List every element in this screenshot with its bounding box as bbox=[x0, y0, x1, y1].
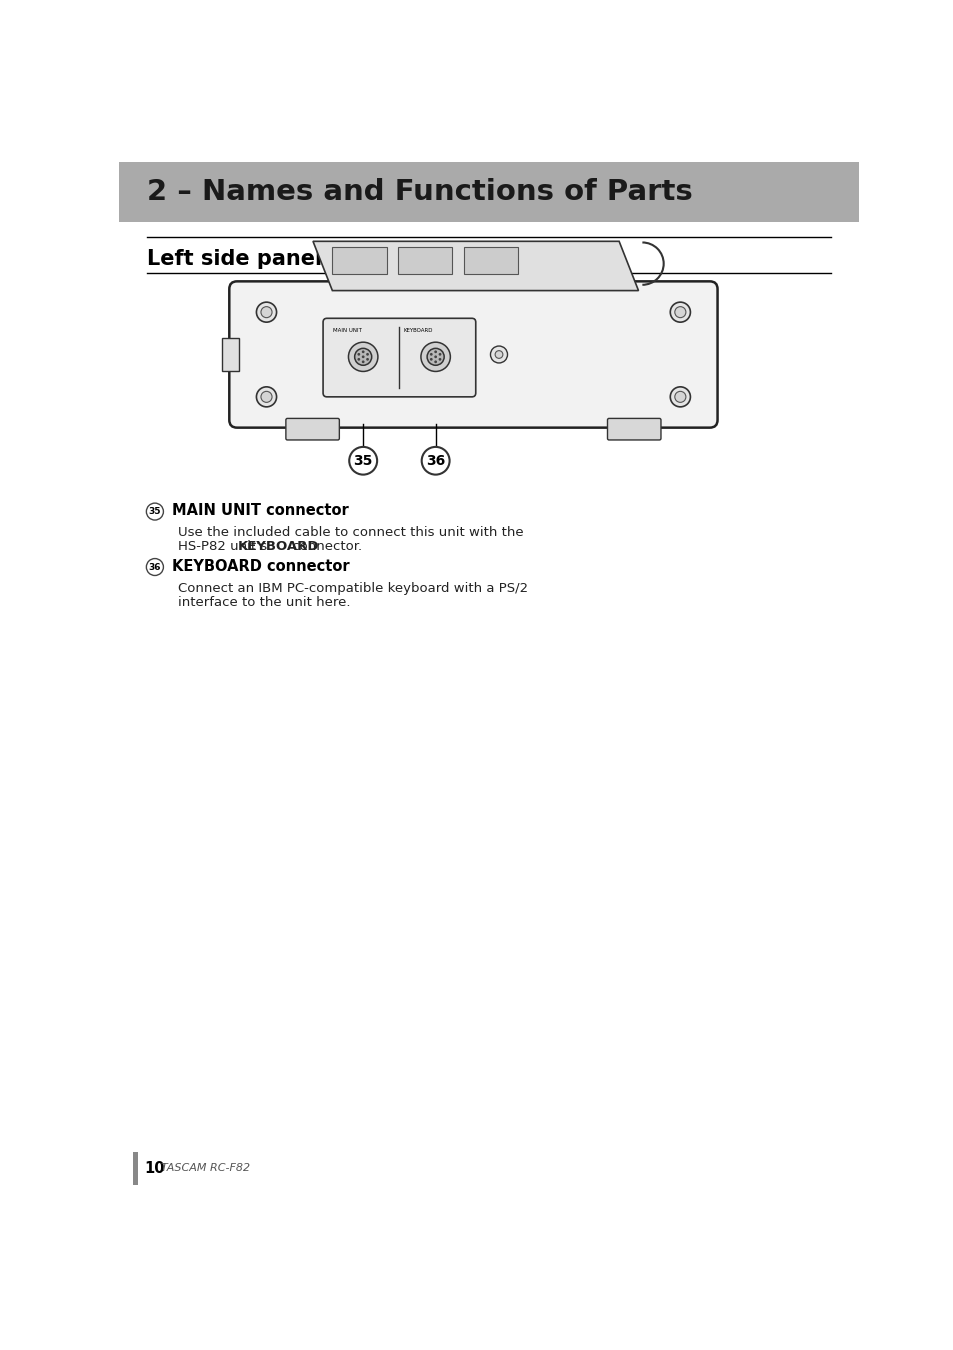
Text: 35: 35 bbox=[149, 508, 161, 516]
Circle shape bbox=[361, 360, 364, 363]
Text: KEYBOARD: KEYBOARD bbox=[403, 328, 433, 333]
Circle shape bbox=[256, 302, 276, 323]
Circle shape bbox=[674, 392, 685, 402]
Text: 36: 36 bbox=[426, 454, 445, 467]
Bar bbox=[119, 162, 858, 221]
FancyBboxPatch shape bbox=[323, 319, 476, 397]
Circle shape bbox=[430, 358, 433, 360]
Text: connector.: connector. bbox=[288, 540, 362, 553]
Circle shape bbox=[430, 352, 433, 355]
Circle shape bbox=[434, 351, 436, 354]
Text: 10: 10 bbox=[144, 1161, 164, 1176]
Circle shape bbox=[420, 342, 450, 371]
Circle shape bbox=[670, 387, 690, 406]
Circle shape bbox=[261, 306, 272, 317]
Circle shape bbox=[348, 342, 377, 371]
Text: Connect an IBM PC-compatible keyboard with a PS/2: Connect an IBM PC-compatible keyboard wi… bbox=[178, 582, 528, 594]
Text: 2 – Names and Functions of Parts: 2 – Names and Functions of Parts bbox=[147, 178, 692, 207]
Text: 35: 35 bbox=[354, 454, 373, 467]
Circle shape bbox=[434, 355, 436, 358]
Text: interface to the unit here.: interface to the unit here. bbox=[178, 595, 351, 609]
Text: KEYBOARD connector: KEYBOARD connector bbox=[172, 559, 349, 574]
Circle shape bbox=[438, 358, 441, 360]
Circle shape bbox=[261, 392, 272, 402]
FancyBboxPatch shape bbox=[607, 418, 660, 440]
Text: KEYBOARD: KEYBOARD bbox=[237, 540, 319, 553]
Circle shape bbox=[355, 348, 372, 366]
Circle shape bbox=[357, 358, 360, 360]
Circle shape bbox=[670, 302, 690, 323]
Circle shape bbox=[146, 504, 163, 520]
Text: 36: 36 bbox=[149, 563, 161, 571]
Bar bbox=[221, 338, 238, 371]
Circle shape bbox=[146, 559, 163, 575]
Bar bbox=[397, 247, 452, 274]
FancyBboxPatch shape bbox=[286, 418, 339, 440]
Bar bbox=[332, 247, 386, 274]
FancyBboxPatch shape bbox=[229, 281, 717, 428]
Circle shape bbox=[361, 355, 364, 358]
Bar bbox=[464, 247, 517, 274]
Bar bbox=[133, 1152, 137, 1184]
Text: TASCAM RC-F82: TASCAM RC-F82 bbox=[161, 1164, 250, 1173]
Circle shape bbox=[495, 351, 502, 358]
Text: MAIN UNIT: MAIN UNIT bbox=[333, 328, 361, 333]
Circle shape bbox=[438, 352, 441, 355]
Circle shape bbox=[674, 306, 685, 317]
Circle shape bbox=[366, 352, 369, 355]
Circle shape bbox=[427, 348, 444, 366]
Circle shape bbox=[490, 346, 507, 363]
Circle shape bbox=[434, 360, 436, 363]
Circle shape bbox=[361, 351, 364, 354]
Text: MAIN UNIT connector: MAIN UNIT connector bbox=[172, 504, 349, 518]
Circle shape bbox=[357, 352, 360, 355]
Circle shape bbox=[366, 358, 369, 360]
Circle shape bbox=[421, 447, 449, 475]
Circle shape bbox=[349, 447, 376, 475]
Text: Left side panel: Left side panel bbox=[147, 248, 322, 269]
Polygon shape bbox=[313, 242, 638, 290]
Circle shape bbox=[256, 387, 276, 406]
Text: Use the included cable to connect this unit with the: Use the included cable to connect this u… bbox=[178, 526, 523, 539]
Text: HS-P82 unit’s: HS-P82 unit’s bbox=[178, 540, 272, 553]
